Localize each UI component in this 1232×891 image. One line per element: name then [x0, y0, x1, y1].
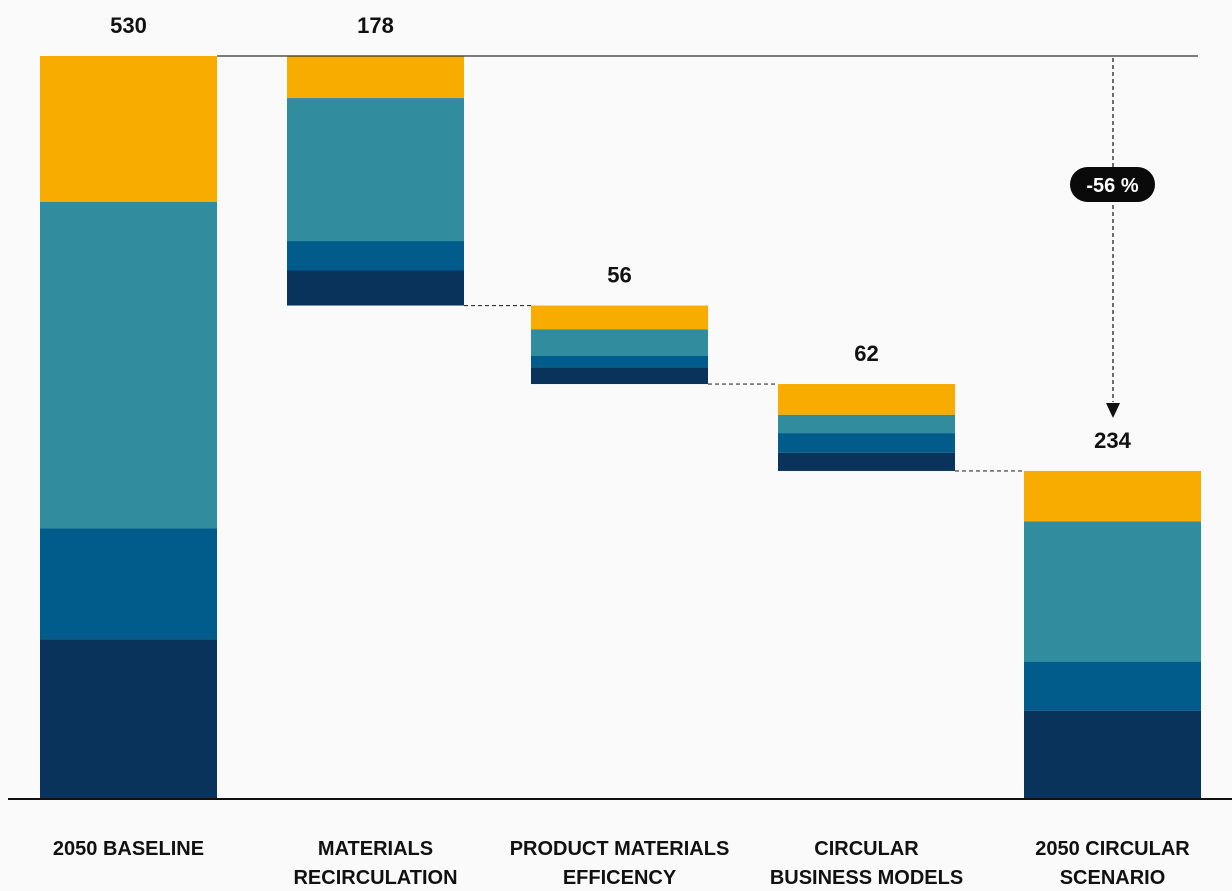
reduction-badge	[1070, 167, 1155, 202]
category-label-4-line-1: CIRCULAR	[814, 838, 919, 860]
bar-segment-5-2	[1024, 521, 1201, 662]
category-label-5-line-1: 2050 CIRCULAR	[1035, 838, 1190, 860]
bar-segment-2-2	[287, 98, 464, 242]
bar-segment-5-4	[1024, 710, 1201, 799]
bar-segment-3-3	[531, 356, 708, 368]
category-label-3-line-2: EFFICENCY	[563, 867, 677, 889]
bar-segment-2-4	[287, 270, 464, 306]
bar-segment-4-1	[778, 384, 955, 415]
value-label-5: 234	[1094, 428, 1131, 453]
category-label-2-line-2: RECIRCULATION	[293, 867, 457, 889]
value-label-4: 62	[854, 341, 878, 366]
bar-segment-4-2	[778, 414, 955, 434]
value-labels-group: 530 178 56 62 234	[110, 13, 1131, 453]
reduction-badge-label: -56 %	[1086, 175, 1138, 197]
bar-segment-5-1	[1024, 470, 1201, 522]
bar-segment-4-4	[778, 452, 955, 471]
bar-segment-1-4	[40, 639, 217, 799]
bar-segment-3-2	[531, 329, 708, 357]
category-label-1-line-1: 2050 BASELINE	[53, 838, 204, 860]
category-label-3-line-1: PRODUCT MATERIALS	[510, 838, 730, 860]
bar-segment-2-1	[287, 56, 464, 99]
bar-segment-2-3	[287, 241, 464, 271]
bar-segment-5-3	[1024, 661, 1201, 711]
bar-segment-3-4	[531, 367, 708, 385]
category-label-5-line-2: SCENARIO	[1060, 867, 1166, 889]
category-label-2-line-1: MATERIALS	[318, 838, 433, 860]
bar-segment-3-1	[531, 305, 708, 330]
reduction-annotation: -56 %	[1070, 58, 1155, 418]
bars-group	[40, 56, 1201, 799]
value-label-3: 56	[607, 263, 631, 288]
bar-segment-1-2	[40, 201, 217, 529]
value-label-2: 178	[357, 13, 394, 38]
value-label-1: 530	[110, 13, 147, 38]
bar-segment-1-1	[40, 56, 217, 202]
bar-segment-1-3	[40, 528, 217, 640]
category-labels-group: 2050 BASELINE MATERIALS RECIRCULATION PRODU…	[53, 838, 1190, 889]
bar-segment-4-3	[778, 433, 955, 453]
category-label-4-line-2: BUSINESS MODELS	[770, 867, 963, 889]
reduction-arrow-head	[1106, 403, 1120, 418]
connectors-group	[464, 304, 1024, 472]
